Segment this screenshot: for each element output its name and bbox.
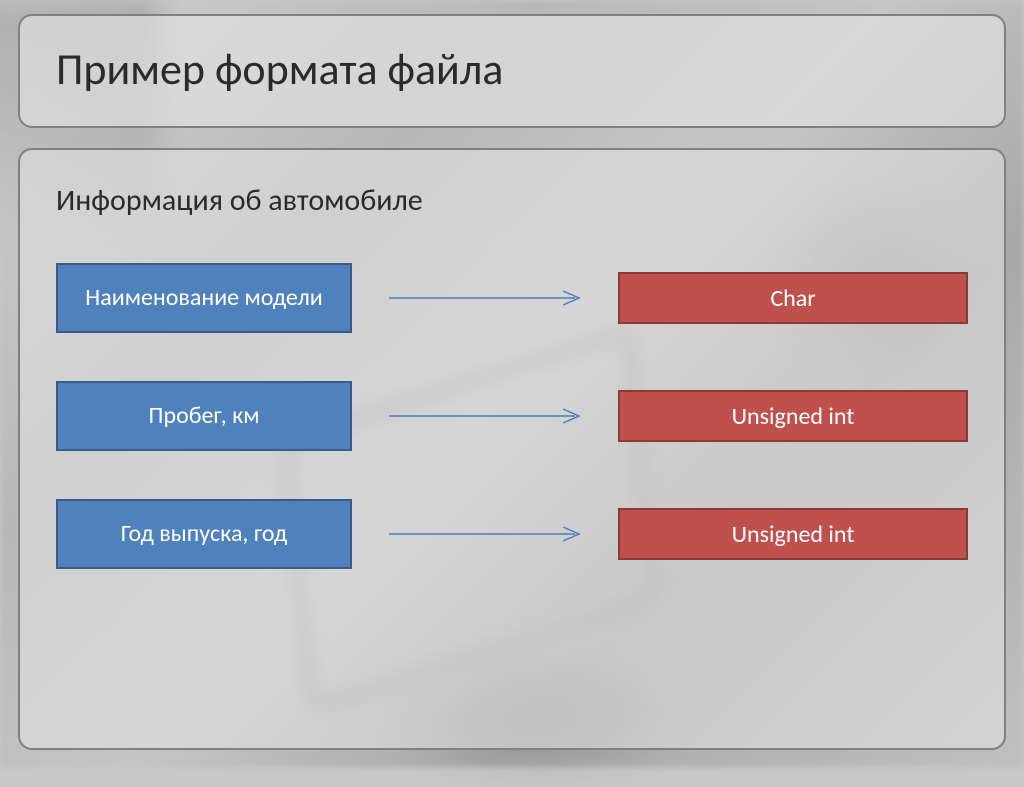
type-box: Char (618, 272, 968, 324)
title-panel: Пример формата файла (18, 14, 1006, 128)
arrow-wrap (352, 381, 618, 451)
mapping-row: Год выпуска, год Unsigned int (56, 499, 968, 569)
field-name-box: Год выпуска, год (56, 499, 352, 569)
arrow-wrap (352, 263, 618, 333)
mapping-row: Пробег, км Unsigned int (56, 381, 968, 451)
page-title: Пример формата файла (56, 42, 968, 96)
subtitle: Информация об автомобиле (56, 182, 968, 219)
arrow-icon (385, 288, 585, 308)
arrow-icon (385, 406, 585, 426)
content-panel: Информация об автомобиле Наименование мо… (18, 148, 1006, 750)
arrow-wrap (352, 499, 618, 569)
mapping-row: Наименование модели Char (56, 263, 968, 333)
field-name-box: Пробег, км (56, 381, 352, 451)
field-name-box: Наименование модели (56, 263, 352, 333)
mapping-rows: Наименование модели Char Пробег, км Unsi… (56, 263, 968, 569)
arrow-icon (385, 524, 585, 544)
type-box: Unsigned int (618, 390, 968, 442)
type-box: Unsigned int (618, 508, 968, 560)
